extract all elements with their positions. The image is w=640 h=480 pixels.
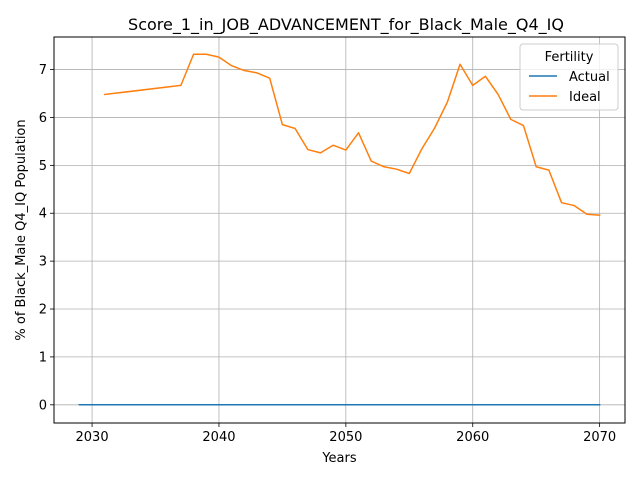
x-tick-label: 2070 xyxy=(583,430,616,445)
y-axis-label: % of Black_Male Q4_IQ Population xyxy=(14,119,29,340)
legend-box xyxy=(519,43,619,111)
chart-title: Score_1_in_JOB_ADVANCEMENT_for_Black_Mal… xyxy=(128,15,564,35)
x-tick-label: 2030 xyxy=(76,430,109,445)
series-line-ideal xyxy=(103,53,601,216)
y-tick-label: 6 xyxy=(39,111,47,126)
legend-title: Fertility xyxy=(545,50,594,65)
y-tick-label: 4 xyxy=(39,207,47,222)
legend: Fertility Actual Ideal xyxy=(519,43,619,111)
series-layer xyxy=(78,53,601,406)
plot-frame xyxy=(53,36,626,424)
x-tick-label: 2050 xyxy=(329,430,362,445)
y-tick-label: 1 xyxy=(39,350,47,365)
y-tick-label: 3 xyxy=(39,255,47,270)
y-tick-label: 5 xyxy=(39,159,47,174)
grid xyxy=(54,37,625,423)
x-axis: 2030 2040 2050 2060 2070 xyxy=(76,423,616,445)
y-tick-label: 0 xyxy=(39,398,47,413)
x-tick-label: 2060 xyxy=(456,430,489,445)
y-tick-label: 7 xyxy=(39,63,47,78)
legend-label-actual: Actual xyxy=(569,70,610,85)
x-tick-label: 2040 xyxy=(202,430,235,445)
x-axis-label: Years xyxy=(321,451,357,466)
legend-label-ideal: Ideal xyxy=(569,90,601,105)
y-axis: 0 1 2 3 4 5 6 7 xyxy=(39,63,54,413)
y-tick-label: 2 xyxy=(39,303,47,318)
